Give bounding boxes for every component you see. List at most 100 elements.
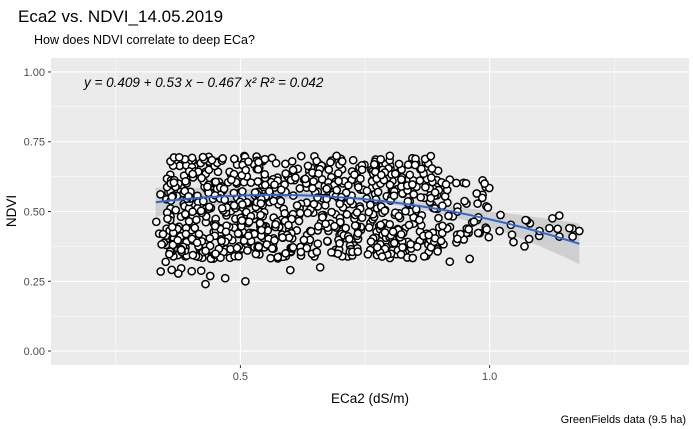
scatter-point (364, 207, 374, 217)
scatter-point (278, 233, 287, 242)
scatter-point (408, 253, 418, 263)
scatter-point (303, 208, 313, 218)
regression-equation: y = 0.409 + 0.53 x − 0.467 x² R² = 0.042 (83, 75, 324, 90)
scatter-point (234, 251, 243, 261)
scatter-point (394, 159, 404, 169)
scatter-point (255, 218, 265, 228)
scatter-point (171, 205, 181, 215)
scatter-point (321, 219, 330, 229)
scatter-point (385, 219, 395, 229)
scatter-point (300, 174, 310, 184)
scatter-point (173, 269, 183, 278)
scatter-point (260, 180, 270, 190)
scatter-point (356, 174, 365, 184)
scatter-point (254, 157, 263, 167)
fit-line (155, 193, 580, 245)
scatter-point (181, 176, 190, 186)
scatter-point (473, 228, 483, 238)
scatter-point (295, 208, 305, 218)
y-tick-label: 1.00 (24, 67, 45, 79)
scatter-point (313, 239, 323, 249)
scatter-point (396, 250, 406, 259)
scatter-point (362, 186, 372, 196)
scatter-point (337, 157, 347, 166)
scatter-point (335, 239, 344, 248)
scatter-point (326, 157, 335, 167)
y-tick-label: 0.75 (24, 137, 45, 149)
scatter-point (190, 223, 200, 233)
scatter-point (173, 235, 183, 245)
scatter-point (281, 159, 290, 169)
scatter-point (237, 200, 247, 209)
scatter-point (164, 249, 174, 259)
scatter-point (226, 175, 236, 185)
chart-subtitle: How does NDVI correlate to deep ECa? (34, 33, 255, 47)
scatter-point (396, 229, 406, 239)
scatter-point (211, 177, 221, 187)
scatter-point (270, 236, 279, 245)
scatter-point (203, 182, 212, 192)
scatter-point (465, 254, 475, 264)
scatter-point (397, 175, 406, 184)
scatter-point (352, 208, 362, 217)
y-tick-label: 0.50 (24, 207, 45, 219)
scatter-point (390, 169, 400, 179)
scatter-point (314, 222, 323, 231)
scatter-point (188, 169, 198, 179)
scatter-point (276, 196, 286, 206)
scatter-point (322, 236, 332, 246)
scatter-point (464, 224, 474, 234)
scatter-point (187, 266, 197, 276)
scatter-point (295, 184, 305, 193)
scatter-point (309, 176, 318, 186)
y-tick-label: 0.00 (24, 346, 45, 358)
scatter-point (237, 216, 247, 225)
scatter-point (184, 217, 194, 226)
scatter-point (427, 164, 437, 173)
scatter-point (545, 223, 554, 233)
scatter-point (430, 188, 440, 197)
scatter-point (365, 200, 375, 210)
scatter-point (210, 221, 220, 231)
scatter-point (220, 273, 230, 283)
scatter-point (161, 257, 171, 267)
scatter-point (376, 220, 385, 230)
scatter-point (281, 169, 291, 178)
scatter-point (354, 182, 363, 192)
scatter-point (453, 234, 462, 244)
scatter-point (333, 168, 343, 178)
scatter-point (353, 229, 363, 238)
plot-area: y = 0.409 + 0.53 x − 0.467 x² R² = 0.042 (51, 58, 689, 365)
scatter-point (201, 246, 210, 256)
scatter-point (201, 279, 210, 289)
scatter-point (460, 196, 469, 206)
scatter-point (524, 234, 534, 244)
scatter-point (294, 216, 304, 226)
scatter-point (267, 244, 277, 253)
scatter-point (496, 210, 505, 220)
scatter-point (385, 151, 395, 161)
scatter-point (244, 157, 253, 166)
scatter-point (260, 170, 270, 179)
scatter-point (409, 190, 419, 199)
scatter-point (241, 276, 250, 286)
scatter-point (157, 240, 166, 249)
scatter-point (219, 184, 229, 194)
scatter-point (233, 229, 243, 238)
scatter-point (229, 201, 239, 210)
scatter-point (306, 227, 316, 236)
scatter-point (426, 193, 436, 203)
x-tick-label: 0.5 (233, 371, 248, 383)
scatter-point (288, 243, 298, 252)
scatter-point (192, 215, 201, 225)
scatter-point (332, 185, 342, 195)
scatter-point (451, 178, 461, 188)
scatter-point (434, 213, 443, 223)
scatter-point (426, 173, 436, 183)
scatter-point (197, 173, 206, 183)
scatter-point (438, 221, 447, 231)
scatter-point (296, 151, 306, 161)
scatter-point (445, 257, 455, 267)
scatter-point (441, 179, 451, 189)
scatter-point (357, 165, 367, 175)
